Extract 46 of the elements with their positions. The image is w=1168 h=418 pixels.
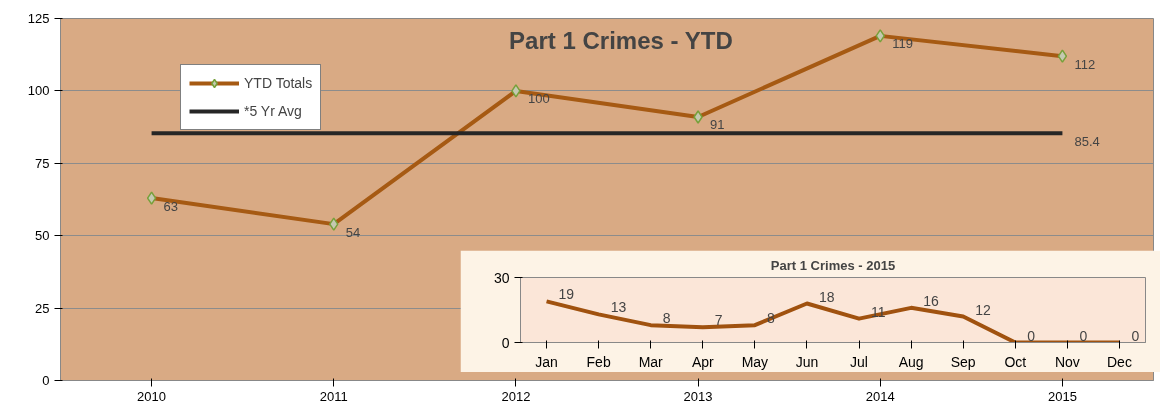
- data-label: 85.4: [1074, 133, 1100, 149]
- x-tick-label: May: [741, 353, 769, 370]
- y-tick-label: 0: [42, 373, 50, 388]
- data-label: 63: [163, 198, 179, 214]
- x-tick-label: Apr: [691, 353, 715, 370]
- y-tick-label: 100: [27, 83, 50, 99]
- data-label: 7: [714, 312, 723, 329]
- y-tick-label: 75: [35, 155, 50, 171]
- x-tick-label: Feb: [586, 353, 611, 370]
- data-label: 0: [1131, 327, 1140, 344]
- x-tick-label: Jun: [795, 353, 819, 370]
- chart-title: Part 1 Crimes - 2015: [770, 257, 896, 273]
- y-tick-label: 25: [35, 300, 50, 316]
- x-tick-label: 2014: [865, 388, 895, 404]
- data-label: 18: [818, 288, 835, 305]
- x-tick-label: Nov: [1054, 353, 1080, 370]
- x-tick-label: Jan: [535, 353, 558, 370]
- data-label: 112: [1074, 56, 1096, 72]
- data-label: 12: [975, 301, 991, 318]
- data-label: 0: [1079, 327, 1088, 344]
- x-tick-label: Jul: [850, 353, 868, 370]
- x-tick-label: Mar: [638, 353, 664, 370]
- data-label: 100: [527, 91, 550, 107]
- x-tick-label: 2012: [501, 388, 531, 404]
- x-tick-label: 2010: [137, 388, 167, 404]
- x-tick-label: 2011: [319, 388, 348, 404]
- data-label: 16: [923, 292, 939, 309]
- data-label: 91: [710, 117, 725, 133]
- x-tick-label: Dec: [1107, 353, 1132, 370]
- y-tick-label: 30: [493, 269, 510, 286]
- legend-label: *5 Yr Avg: [244, 103, 302, 119]
- data-label: 8: [662, 310, 671, 327]
- x-tick-label: Oct: [1004, 353, 1027, 370]
- data-label: 119: [892, 36, 913, 52]
- y-tick-label: 50: [35, 228, 50, 244]
- legend-label: YTD Totals: [244, 75, 313, 91]
- x-tick-label: Sep: [950, 353, 976, 370]
- x-tick-label: 2013: [683, 388, 713, 404]
- x-tick-label: Aug: [898, 353, 924, 370]
- data-label: 19: [558, 286, 575, 303]
- y-tick-label: 125: [27, 11, 50, 26]
- x-tick-label: 2015: [1047, 388, 1077, 404]
- data-label: 13: [610, 299, 627, 316]
- data-label: 54: [345, 224, 361, 240]
- chart-title: Part 1 Crimes - YTD: [509, 26, 733, 54]
- data-label: 0: [1027, 327, 1036, 344]
